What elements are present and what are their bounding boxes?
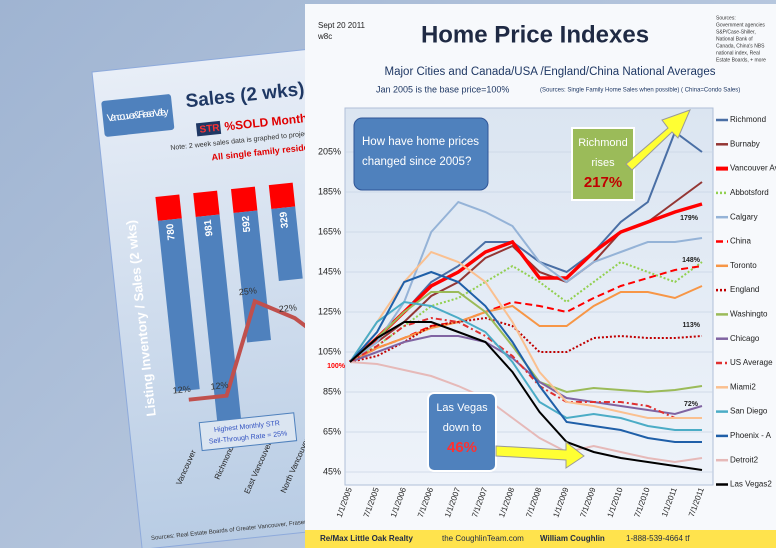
source-line: national index, Real [716,50,760,56]
footer-text: 1-888-539-4664 tf [626,534,690,543]
y-tick-label: 65% [323,426,341,436]
listing-label: 592 [240,215,253,233]
end-label: 148% [682,257,701,264]
source-line: Sources: [716,15,736,21]
y-tick-label: 185% [318,186,341,196]
note: Jan 2005 is the base price=100% [376,84,509,94]
legend-label: Burnaby [730,139,760,148]
str-label: 22% [278,302,297,314]
sales-bar [269,183,295,209]
y-tick-label: 85% [323,386,341,396]
listing-label: 329 [278,211,291,229]
end-label: 100% [327,363,346,370]
legend-label: Calgary [730,212,758,221]
callout-down-text: 46% [447,439,477,456]
source-line: Government agencies [716,22,765,28]
legend-label: Chicago [730,334,760,343]
str-label: 12% [172,384,191,396]
sales-bar [231,187,257,213]
callout-up-text: rises [591,157,615,169]
end-label: 179% [680,215,699,222]
footer-text: Re/Max Little Oak Realty [320,534,413,543]
front-slide: Sept 20 2011 w8c Home Price Indexes Major C… [305,4,776,548]
legend-label: England [730,285,759,294]
legend-label: Phoenix - A [730,431,772,440]
y-tick-label: 165% [318,226,341,236]
date: Sept 20 2011 [318,21,366,30]
legend-label: Washingto [730,310,768,319]
footer-text: the CoughlinTeam.com [442,534,524,543]
legend-label: Las Vegas2 [730,480,772,489]
source-line: Estate Boards, + more [716,57,766,63]
legend-label: Detroit2 [730,455,759,464]
legend-label: China [730,237,751,246]
sales-bar [155,195,181,221]
title: Home Price Indexes [421,21,649,48]
legend-label: US Average [730,358,773,367]
question-box [354,118,488,190]
sales-bar [193,191,219,217]
listing-label: 780 [165,223,178,241]
end-label: 113% [682,322,700,329]
footer-text: William Coughlin [540,534,605,543]
note2: (Sources: Single Family Home Sales when … [540,88,740,94]
str-tag: STR [199,123,221,136]
y-tick-label: 205% [318,146,341,156]
subtitle: Major Cities and Canada/USA /England/Chi… [385,66,716,78]
end-label: 72% [684,401,699,408]
callout-down-text: Las Vegas [436,402,488,414]
source-line: National Bank of [716,36,753,42]
y-tick-label: 105% [318,346,341,356]
question-text: changed since 2005? [362,156,471,168]
legend-label: Richmond [730,115,766,124]
question-text: How have home prices [362,136,479,148]
callout-up-text: Richmond [578,137,628,149]
callout-up-text: 217% [584,174,622,191]
y-tick-label: 45% [323,466,341,476]
legend-label: Vancouver Average [730,164,776,173]
callout-down-text: down to [443,422,482,434]
y-tick-label: 145% [318,266,341,276]
y-tick-label: 125% [318,306,341,316]
source-line: S&P/Case-Shiller, [716,29,756,35]
legend-label: San Diego [730,407,768,416]
str-label: 12% [210,380,229,392]
code: w8c [317,32,332,41]
legend-label: Toronto [730,261,757,270]
legend-label: Miami2 [730,382,756,391]
source-line: Canada, China's NBS [716,43,765,49]
listing-label: 981 [203,219,216,237]
legend-label: Abbotsford [730,188,769,197]
str-label: 25% [238,285,257,297]
collage: Vancouver & Fraser ValleySales (2 wks)/ … [0,0,776,548]
page: Vancouver & Fraser ValleySales (2 wks)/ … [0,0,776,548]
